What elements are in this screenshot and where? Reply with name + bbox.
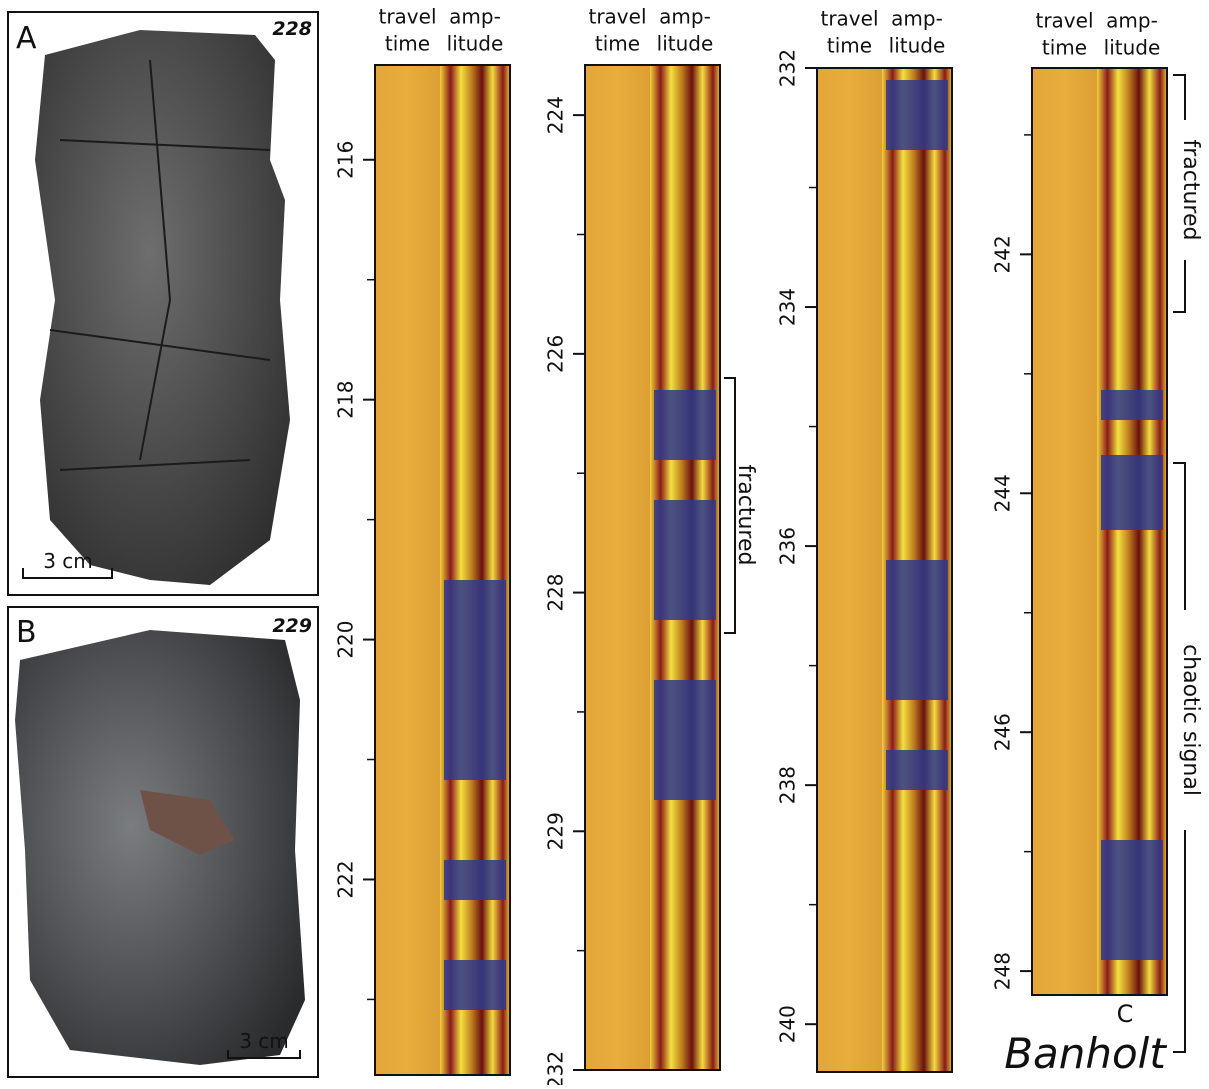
tick-label: 229	[544, 812, 568, 850]
column-header: time	[1042, 36, 1087, 60]
column-header: travel	[1035, 9, 1093, 33]
low-amplitude-zone	[1101, 840, 1163, 960]
tick-label: 226	[544, 335, 568, 373]
borehole-log: travel time amp-litude 242 244 246 248	[991, 9, 1168, 996]
panel-label: A	[16, 21, 37, 56]
sample-number: 228	[272, 18, 312, 40]
column-header: amp-	[891, 7, 943, 31]
tick-label: 240	[776, 1005, 800, 1043]
site-name: Banholt	[1004, 1029, 1167, 1078]
tick-label: 238	[776, 766, 800, 804]
column-header: litude	[889, 34, 946, 58]
column-header: amp-	[659, 5, 711, 29]
tick-label: 224	[544, 96, 568, 134]
low-amplitude-zone	[444, 580, 506, 780]
column-header: time	[595, 32, 640, 56]
column-header: time	[385, 32, 430, 56]
column-header: litude	[657, 32, 714, 56]
scale-label: 3 cm	[239, 1029, 289, 1053]
column-header: time	[827, 34, 872, 58]
tick-label: 248	[991, 952, 1015, 990]
column-header: travel	[820, 7, 878, 31]
low-amplitude-zone	[654, 390, 716, 460]
sample-number: 229	[272, 615, 312, 637]
low-amplitude-zone	[444, 960, 506, 1010]
panel-a: A 228 3 cm	[8, 12, 318, 595]
panel-label: B	[16, 615, 37, 650]
low-amplitude-zone	[1101, 455, 1163, 530]
borehole-log: travel time amp-litude 224 226 228 229 232	[544, 5, 721, 1086]
tick-label: 232	[544, 1051, 568, 1085]
panel-label: C	[1117, 1000, 1134, 1028]
low-amplitude-zone	[886, 80, 948, 150]
low-amplitude-zone	[444, 860, 506, 900]
annotation: fractured	[733, 465, 758, 566]
low-amplitude-zone	[654, 680, 716, 800]
low-amplitude-zone	[654, 500, 716, 620]
tick-label: 242	[991, 235, 1015, 273]
low-amplitude-zone	[886, 750, 948, 790]
scale-label: 3 cm	[43, 549, 93, 573]
tick-label: 246	[991, 713, 1015, 751]
tick-label: 222	[334, 860, 358, 898]
column-header: amp-	[449, 5, 501, 29]
travel-time-track	[585, 65, 650, 1070]
tick-label: 218	[334, 381, 358, 419]
core-photo	[15, 630, 305, 1065]
column-header: litude	[447, 32, 504, 56]
low-amplitude-zone	[1101, 390, 1163, 420]
figure: A 228 3 cm B 229 3 cm fractured fracture…	[0, 0, 1209, 1085]
annotation: fractured	[1178, 140, 1203, 241]
travel-time-track	[375, 65, 440, 1075]
annotation: chaotic signal	[1178, 644, 1203, 796]
column-header: travel	[378, 5, 436, 29]
tick-label: 220	[334, 620, 358, 658]
low-amplitude-zone	[886, 560, 948, 700]
panel-b: B 229 3 cm	[8, 607, 318, 1077]
tick-label: 228	[544, 573, 568, 611]
amplitude-track	[440, 65, 510, 1075]
column-header: amp-	[1106, 9, 1158, 33]
tick-label: 232	[776, 49, 800, 87]
tick-label: 244	[991, 474, 1015, 512]
travel-time-track	[817, 68, 882, 1072]
borehole-log: travel time amp-litude 216 218 220 222	[334, 5, 511, 1076]
travel-time-track	[1032, 68, 1097, 995]
tick-label: 234	[776, 288, 800, 326]
column-header: litude	[1104, 36, 1161, 60]
tick-label: 216	[334, 141, 358, 179]
borehole-log: travel time amp-litude 232 234 236 238 240	[776, 7, 953, 1073]
core-photo	[35, 30, 290, 585]
column-header: travel	[588, 5, 646, 29]
tick-label: 236	[776, 527, 800, 565]
